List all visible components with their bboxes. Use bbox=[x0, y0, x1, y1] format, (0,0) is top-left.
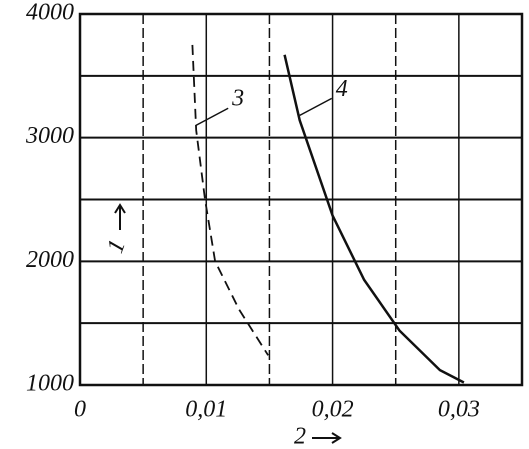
series-label: 3 bbox=[231, 86, 244, 112]
series-label: 4 bbox=[336, 76, 348, 102]
x-tick-label: 0 bbox=[74, 397, 86, 423]
series-leader bbox=[299, 97, 333, 117]
y-tick-label: 4000 bbox=[26, 0, 74, 26]
y-axis-label: 1 bbox=[102, 236, 131, 256]
series-leader bbox=[195, 107, 229, 126]
x-tick-label: 0,03 bbox=[438, 397, 480, 423]
x-axis-label: 2 bbox=[294, 424, 306, 449]
y-tick-label: 1000 bbox=[26, 371, 74, 397]
y-tick-label: 2000 bbox=[26, 247, 74, 273]
x-tick-label: 0,01 bbox=[185, 397, 227, 423]
y-tick-label: 3000 bbox=[25, 123, 74, 149]
x-axis-arrow bbox=[312, 432, 342, 444]
y-axis-arrow bbox=[114, 203, 126, 230]
x-tick-label: 0,02 bbox=[312, 397, 354, 423]
series-line bbox=[191, 44, 269, 356]
series-line bbox=[283, 54, 465, 384]
